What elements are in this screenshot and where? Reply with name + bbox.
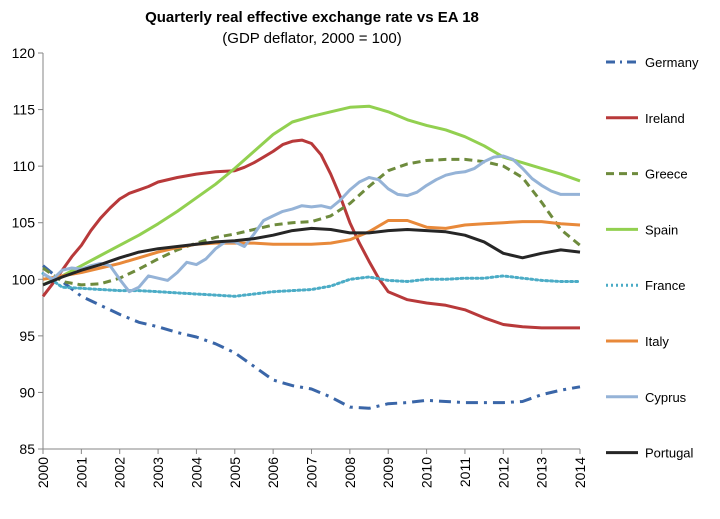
series-line-ireland xyxy=(41,138,580,330)
y-tick-label: 90 xyxy=(19,384,35,400)
x-tick-label: 2002 xyxy=(112,457,128,488)
chart-subtitle: (GDP deflator, 2000 = 100) xyxy=(222,30,401,47)
chart-title: Quarterly real effective exchange rate v… xyxy=(145,9,479,26)
legend-label-ireland: Ireland xyxy=(645,111,685,126)
x-tick-label: 2010 xyxy=(419,457,435,488)
y-tick-label: 120 xyxy=(12,45,36,61)
series-line-germany xyxy=(42,264,581,410)
y-tick-label: 110 xyxy=(13,158,36,174)
series-line-portugal xyxy=(42,226,581,287)
x-tick-label: 2009 xyxy=(380,457,396,488)
x-tick-label: 2004 xyxy=(188,457,204,488)
x-tick-label: 2013 xyxy=(534,457,550,488)
x-tick-label: 2014 xyxy=(572,457,588,488)
y-tick-label: 100 xyxy=(12,271,36,287)
series-line-cyprus xyxy=(42,154,580,294)
x-tick-label: 2000 xyxy=(35,457,51,488)
series-line-spain xyxy=(42,104,581,287)
legend: Germany Ireland Greece Spain France Italy Cypr… xyxy=(606,55,699,461)
x-tick-label: 2007 xyxy=(304,457,320,488)
x-tick-label: 2012 xyxy=(495,457,511,488)
x-tick-label: 2005 xyxy=(227,457,243,488)
x-tick-label: 2011 xyxy=(457,457,473,487)
legend-label-france: France xyxy=(645,278,685,293)
legend-label-spain: Spain xyxy=(645,222,678,237)
legend-label-italy: Italy xyxy=(645,334,669,349)
y-tick-label: 85 xyxy=(19,441,35,457)
series-line-greece xyxy=(42,157,581,287)
y-tick-label: 95 xyxy=(19,328,35,344)
x-tick-label: 2001 xyxy=(73,457,89,488)
plot-area: 85 90 95 100 105 110 115 120 2000 2001 2002 2003 200… xyxy=(12,45,588,488)
x-tick-label: 2006 xyxy=(265,457,281,488)
legend-label-greece: Greece xyxy=(645,167,688,182)
legend-label-germany: Germany xyxy=(645,55,699,70)
series-line-italy xyxy=(42,219,581,281)
x-tick-label: 2008 xyxy=(342,457,358,488)
legend-label-cyprus: Cyprus xyxy=(645,390,687,405)
y-tick-label: 115 xyxy=(13,102,36,118)
x-tick-label: 2003 xyxy=(150,457,166,488)
legend-label-portugal: Portugal xyxy=(645,446,694,461)
y-tick-label: 105 xyxy=(12,215,36,231)
